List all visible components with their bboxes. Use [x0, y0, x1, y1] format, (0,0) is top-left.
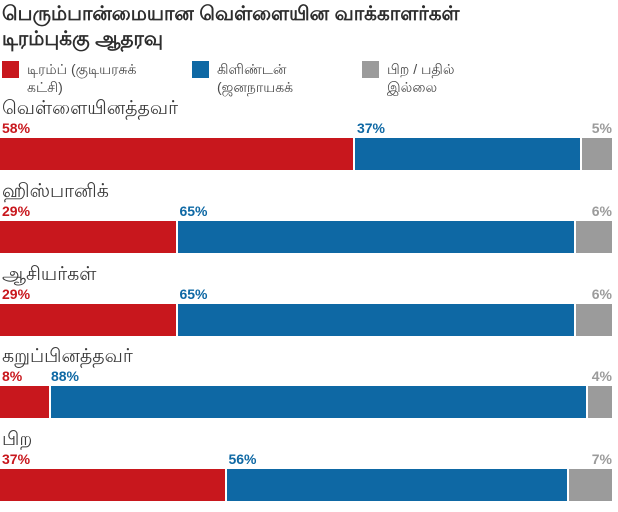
- trump-percent-label: 29%: [2, 285, 31, 302]
- chart-row: வெள்ளையினத்தவர் 58% 37% 5%: [0, 98, 618, 181]
- chart-title-line2: டிரம்புக்கு ஆதரவு: [2, 28, 164, 50]
- chart-row: பிற 37% 56% 7%: [0, 429, 618, 512]
- other-bar-segment: [569, 469, 612, 502]
- other-percent-label: 6%: [591, 285, 612, 302]
- clinton-percent-label: 65%: [179, 285, 208, 302]
- trump-percent-label: 29%: [2, 202, 31, 219]
- trump-percent-label: 8%: [2, 368, 23, 385]
- clinton-bar-segment: [50, 386, 586, 419]
- trump-bar-segment: [0, 138, 353, 170]
- clinton-percent-label: 56%: [228, 451, 257, 468]
- other-bar-segment: [575, 220, 612, 253]
- other-percent-label: 6%: [591, 202, 612, 219]
- stacked-bar: [0, 386, 612, 419]
- legend-label-line1: பிற / பதில்: [387, 61, 455, 77]
- clinton-bar-segment: [178, 303, 574, 336]
- clinton-bar-segment: [354, 138, 580, 170]
- legend: டிரம்ப் (குடியரசுக் கட்சி) கிளிண்டன் (ஜன…: [0, 60, 618, 100]
- clinton-percent-label: 37%: [356, 120, 385, 136]
- category-label: ஆசியர்கள்: [2, 263, 97, 285]
- legend-color-swatch: [2, 61, 19, 78]
- chart-row: கறுப்பினத்தவர் 8% 88% 4%: [0, 346, 618, 429]
- legend-label-line1: கிளிண்டன்: [217, 61, 287, 77]
- clinton-percent-label: 65%: [179, 202, 208, 219]
- trump-bar-segment: [0, 386, 49, 419]
- other-percent-label: 4%: [591, 368, 612, 385]
- other-bar-segment: [587, 386, 612, 419]
- legend-color-swatch: [362, 61, 379, 78]
- legend-item: கிளிண்டன் (ஜனநாயகக்: [192, 60, 293, 96]
- clinton-bar-segment: [178, 220, 574, 253]
- category-label: ஹிஸ்பானிக்: [2, 180, 109, 202]
- legend-label-line2: கட்சி): [27, 79, 63, 95]
- trump-bar-segment: [0, 220, 177, 253]
- category-label: கறுப்பினத்தவர்: [2, 346, 133, 368]
- legend-label-line2: இல்லை: [387, 79, 438, 95]
- legend-item: பிற / பதில் இல்லை: [362, 60, 454, 96]
- other-percent-label: 7%: [591, 451, 612, 468]
- stacked-bar: [0, 138, 612, 170]
- trump-bar-segment: [0, 303, 177, 336]
- other-percent-label: 5%: [591, 120, 612, 136]
- legend-item: டிரம்ப் (குடியரசுக் கட்சி): [2, 60, 136, 96]
- trump-percent-label: 37%: [2, 451, 31, 468]
- chart-rows: வெள்ளையினத்தவர் 58% 37% 5% ஹிஸ்பானிக் 29…: [0, 98, 618, 512]
- clinton-bar-segment: [226, 469, 568, 502]
- category-label: வெள்ளையினத்தவர்: [2, 98, 179, 119]
- chart-title: பெரும்பான்மையான வெள்ளையின வாக்காளர்கள் ட…: [2, 2, 602, 52]
- chart-row: ஆசியர்கள் 29% 65% 6%: [0, 264, 618, 347]
- stacked-bar: [0, 303, 612, 336]
- stacked-bar: [0, 469, 612, 502]
- legend-label-line2: (ஜனநாயகக்: [217, 79, 294, 95]
- chart-row: ஹிஸ்பானிக் 29% 65% 6%: [0, 181, 618, 264]
- stacked-bar: [0, 220, 612, 253]
- trump-percent-label: 58%: [2, 120, 31, 136]
- other-bar-segment: [575, 303, 612, 336]
- legend-color-swatch: [192, 61, 209, 78]
- category-label: பிற: [2, 429, 33, 451]
- chart-title-line1: பெரும்பான்மையான வெள்ளையின வாக்காளர்கள்: [2, 3, 460, 25]
- other-bar-segment: [581, 138, 612, 170]
- clinton-percent-label: 88%: [50, 368, 79, 385]
- legend-label-line1: டிரம்ப் (குடியரசுக்: [27, 61, 137, 77]
- trump-bar-segment: [0, 469, 225, 502]
